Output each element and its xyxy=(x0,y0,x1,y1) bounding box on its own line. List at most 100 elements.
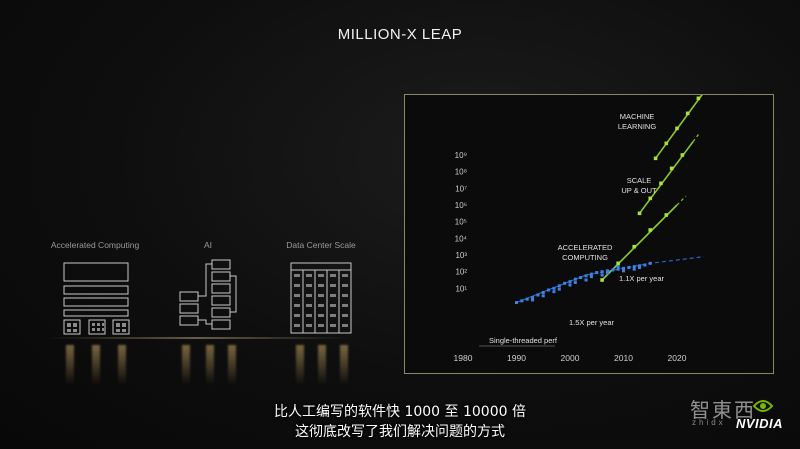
x-tick-label: 1990 xyxy=(507,353,526,363)
reflection-glow xyxy=(92,345,100,385)
data-point xyxy=(520,299,524,303)
watermark-logo: 智東西 zhidx NVIDIA xyxy=(688,394,796,440)
data-point xyxy=(557,284,561,288)
data-point xyxy=(579,276,583,279)
data-point xyxy=(638,264,642,268)
data-center-rack-icon xyxy=(290,262,352,334)
y-tick-label: 10¹ xyxy=(455,284,467,293)
data-point xyxy=(680,153,685,157)
reflection-glow xyxy=(66,345,74,385)
data-point xyxy=(648,228,653,232)
data-point xyxy=(696,96,701,101)
y-tick-label: 10⁷ xyxy=(455,184,467,193)
annotation-label: 1.5X per year xyxy=(569,318,615,327)
data-point xyxy=(515,301,518,304)
data-point xyxy=(552,286,556,290)
x-tick-label: 2020 xyxy=(668,353,687,363)
reflection-glow xyxy=(118,345,126,385)
data-point xyxy=(605,269,609,273)
data-point xyxy=(616,265,620,269)
annotation-label: UP & OUT xyxy=(621,186,657,195)
reflection-glow xyxy=(182,345,190,385)
watermark-cn: 智東西 xyxy=(690,398,756,422)
data-point xyxy=(568,280,572,284)
data-point xyxy=(573,281,577,284)
data-point xyxy=(622,269,625,273)
data-point xyxy=(669,166,674,171)
series-extension xyxy=(676,195,687,206)
page-title: MILLION-X LEAP xyxy=(337,26,463,43)
x-tick-label: 1980 xyxy=(454,353,473,363)
data-point xyxy=(531,296,535,299)
data-point xyxy=(653,156,658,161)
data-point xyxy=(632,244,636,249)
data-point xyxy=(568,283,572,287)
reflection-glow xyxy=(206,345,214,385)
shelf-line xyxy=(48,337,348,339)
column-label-ai: AI xyxy=(203,240,213,250)
y-tick-label: 10² xyxy=(455,268,467,277)
data-point xyxy=(563,281,567,285)
reflection-glow xyxy=(340,345,348,385)
y-tick-label: 10³ xyxy=(455,251,467,260)
data-point xyxy=(648,261,652,265)
y-tick-label: 10⁸ xyxy=(455,168,467,177)
data-point xyxy=(584,274,588,278)
data-point xyxy=(600,270,604,274)
series-extension xyxy=(692,132,700,143)
annotation-label: MACHINE xyxy=(620,112,655,121)
series-line xyxy=(654,84,710,159)
x-tick-label: 2010 xyxy=(614,353,633,363)
data-point xyxy=(664,213,669,217)
column-label-data-center-scale: Data Center Scale xyxy=(286,240,356,250)
data-point xyxy=(531,298,535,302)
data-point xyxy=(664,141,669,146)
reflection-glow xyxy=(318,345,326,385)
annotation-label: 1.1X per year xyxy=(619,274,665,283)
ai-network-icon xyxy=(179,259,237,330)
data-point xyxy=(584,278,588,282)
data-point xyxy=(659,181,663,186)
reflection-glow xyxy=(228,345,236,385)
y-tick-label: 10⁵ xyxy=(455,218,467,227)
data-point xyxy=(536,293,540,297)
data-point xyxy=(589,275,593,279)
data-point xyxy=(611,268,615,272)
x-tick-label: 2000 xyxy=(561,353,580,363)
data-point xyxy=(616,261,620,266)
series-line xyxy=(601,204,678,281)
data-point xyxy=(605,271,609,275)
reflection-glow xyxy=(296,345,304,385)
data-point xyxy=(627,266,631,269)
annotation-label: SCALE xyxy=(627,176,652,185)
column-label-accelerated-computing: Accelerated Computing xyxy=(50,240,140,250)
data-point xyxy=(675,126,679,131)
data-point xyxy=(552,290,556,294)
data-point xyxy=(547,288,551,292)
y-tick-label: 10⁴ xyxy=(455,234,468,243)
data-point xyxy=(637,211,642,216)
data-point xyxy=(541,294,545,298)
annotation-label: LEARNING xyxy=(618,122,657,131)
million-x-chart: 10¹ 10² 10³ 10⁴ 10⁵ 10⁶ 10⁷ 10⁸ 10⁹ 1980 1990 2000… xyxy=(454,75,717,363)
data-point xyxy=(685,111,690,116)
subtitle-line-1: 比人工编写的软件快 1000 至 10000 倍 xyxy=(274,404,526,420)
annotation-label: ACCELERATED xyxy=(558,243,613,252)
watermark-pinyin: zhidx xyxy=(692,418,726,427)
data-point xyxy=(632,265,636,269)
accelerated-computing-icon xyxy=(63,262,130,335)
data-point xyxy=(573,277,577,281)
data-point xyxy=(541,291,545,294)
data-point xyxy=(616,267,620,271)
data-point xyxy=(638,266,642,269)
data-point xyxy=(643,263,647,267)
nvidia-brand: NVIDIA xyxy=(736,416,784,431)
data-point xyxy=(622,266,625,270)
data-point xyxy=(589,272,593,276)
data-point xyxy=(525,297,529,301)
y-tick-label: 10⁹ xyxy=(455,151,467,160)
data-point xyxy=(595,271,599,274)
y-tick-label: 10⁶ xyxy=(455,201,467,210)
subtitle-line-2: 这彻底改写了我们解决问题的方式 xyxy=(295,424,505,440)
data-point xyxy=(600,273,604,277)
